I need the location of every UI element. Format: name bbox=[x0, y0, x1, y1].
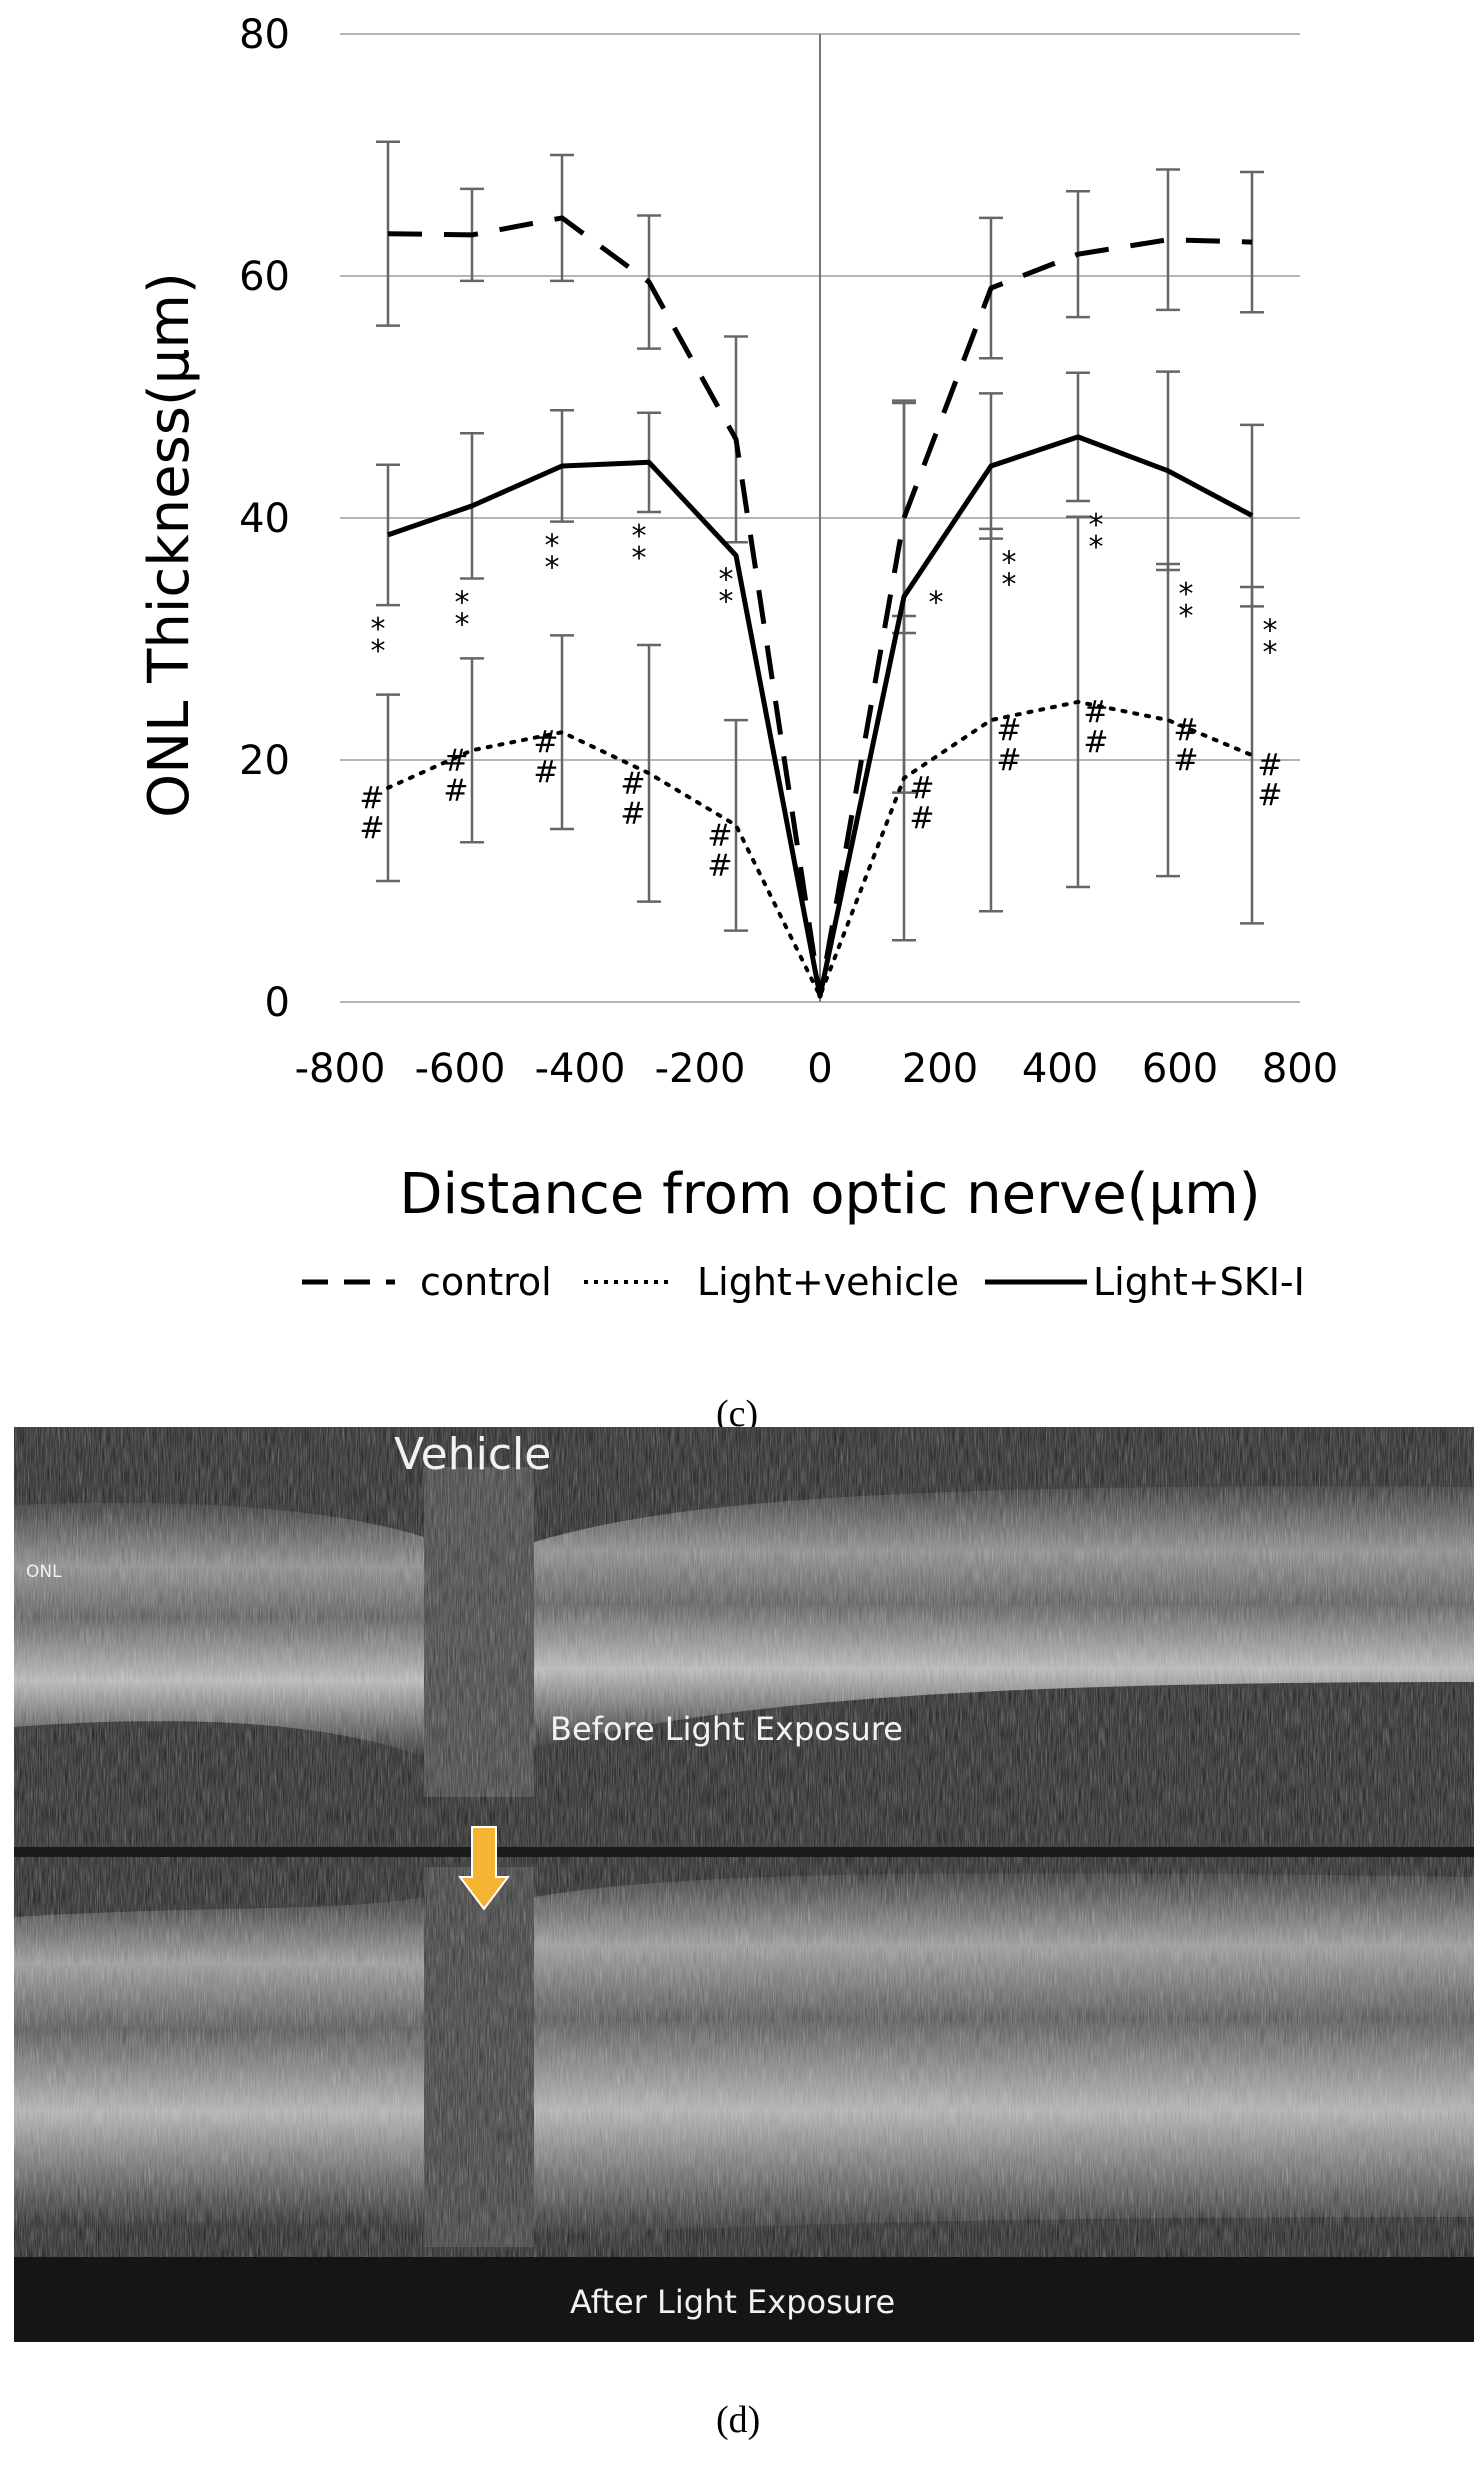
hash-mark-6-1: # bbox=[996, 743, 1021, 778]
star-mark-7-1: * bbox=[1179, 599, 1194, 634]
oct-upper-texture bbox=[14, 1427, 1474, 1847]
series-lines bbox=[386, 215, 1254, 999]
star-mark-7-0: * bbox=[1179, 577, 1194, 612]
legend: control Light+vehicle Light+SKI-I bbox=[302, 1260, 1305, 1304]
oct-scan-image bbox=[14, 1427, 1474, 2342]
hash-mark-9-1: # bbox=[1257, 778, 1282, 813]
x-axis-label: Distance from optic nerve(μm) bbox=[399, 1162, 1260, 1227]
y-axis-label: ONL Thickness(μm) bbox=[137, 272, 202, 818]
hash-mark-8-0: # bbox=[1173, 713, 1198, 748]
star-mark-8-1: * bbox=[1263, 635, 1278, 670]
hash-mark-2-0: # bbox=[533, 725, 558, 760]
x-tick-label-4: 0 bbox=[807, 1046, 832, 1092]
star-mark-5-1: * bbox=[1002, 568, 1017, 603]
significance-marks: **************** ***###### ########## ## ## bbox=[359, 508, 1282, 883]
y-tick-label-2: 40 bbox=[239, 496, 290, 542]
star-mark-3-1: * bbox=[632, 541, 647, 576]
legend-label-light-ski: Light+SKI-I bbox=[1093, 1260, 1305, 1304]
star-mark-1-0: * bbox=[455, 586, 470, 621]
y-tick-label-1: 20 bbox=[239, 738, 290, 784]
star-mark-1-1: * bbox=[455, 608, 470, 643]
x-tick-label-0: -800 bbox=[295, 1046, 386, 1092]
hash-mark-0-1: # bbox=[359, 811, 384, 846]
hash-mark-5-1: # bbox=[909, 801, 934, 836]
star-mark-2-1: * bbox=[545, 551, 560, 586]
hash-mark-1-1: # bbox=[443, 773, 468, 808]
hash-mark-1-0: # bbox=[443, 743, 468, 778]
y-tick-labels: 0 20 40 60 80 bbox=[239, 12, 290, 1026]
down-arrow-icon bbox=[458, 1826, 510, 1911]
hash-mark-2-1: # bbox=[533, 755, 558, 790]
star-mark-6-0: * bbox=[1089, 508, 1104, 543]
hash-mark-9-0: # bbox=[1257, 748, 1282, 783]
star-mark-6-1: * bbox=[1089, 530, 1104, 565]
legend-label-light-vehicle: Light+vehicle bbox=[697, 1260, 959, 1304]
star-mark-2-0: * bbox=[545, 529, 560, 564]
x-tick-label-6: 400 bbox=[1022, 1046, 1098, 1092]
oct-image-panel: Vehicle ONL Before Light Exposure After … bbox=[14, 1427, 1474, 2342]
hash-mark-7-0: # bbox=[1083, 695, 1108, 730]
star-mark-5-0: * bbox=[1002, 546, 1017, 581]
hash-mark-0-0: # bbox=[359, 781, 384, 816]
oct-bottom-dark bbox=[14, 2257, 1474, 2342]
star-mark-3-0: * bbox=[632, 519, 647, 554]
series-line-light-ski-i bbox=[387, 434, 1254, 999]
star-mark-0-0: * bbox=[371, 612, 386, 647]
x-tick-label-1: -600 bbox=[415, 1046, 506, 1092]
hash-mark-7-1: # bbox=[1083, 725, 1108, 760]
y-tick-label-0: 0 bbox=[265, 980, 290, 1026]
oct-lower-texture bbox=[14, 1857, 1474, 2257]
star-mark-4-1: * bbox=[719, 585, 734, 620]
x-tick-labels: -800 -600 -400 -200 0 200 400 600 800 bbox=[295, 1046, 1339, 1092]
x-tick-label-2: -400 bbox=[535, 1046, 626, 1092]
hash-mark-5-0: # bbox=[909, 771, 934, 806]
hash-mark-4-0: # bbox=[707, 818, 732, 853]
star-single-0: * bbox=[929, 586, 944, 621]
x-tick-label-8: 800 bbox=[1262, 1046, 1338, 1092]
hash-mark-3-1: # bbox=[620, 796, 645, 831]
y-tick-label-3: 60 bbox=[239, 254, 290, 300]
oct-title: Vehicle bbox=[394, 1429, 552, 1480]
panel-label-d: (d) bbox=[716, 2399, 761, 2441]
hash-mark-4-1: # bbox=[707, 848, 732, 883]
star-mark-4-0: * bbox=[719, 563, 734, 598]
onl-thickness-chart: **************** ***###### ########## ## ## … bbox=[137, 12, 1339, 1304]
oct-before-label: Before Light Exposure bbox=[550, 1710, 903, 1748]
hash-mark-8-1: # bbox=[1173, 743, 1198, 778]
x-tick-label-5: 200 bbox=[902, 1046, 978, 1092]
oct-layer-label: ONL bbox=[26, 1562, 62, 1582]
star-mark-8-0: * bbox=[1263, 613, 1278, 648]
x-tick-label-3: -200 bbox=[655, 1046, 746, 1092]
legend-label-control: control bbox=[420, 1260, 552, 1304]
hash-mark-3-0: # bbox=[620, 766, 645, 801]
oct-after-label: After Light Exposure bbox=[570, 2283, 896, 2321]
hash-mark-6-0: # bbox=[996, 713, 1021, 748]
y-tick-label-4: 80 bbox=[239, 12, 290, 58]
x-tick-label-7: 600 bbox=[1142, 1046, 1218, 1092]
star-mark-0-1: * bbox=[371, 634, 386, 669]
